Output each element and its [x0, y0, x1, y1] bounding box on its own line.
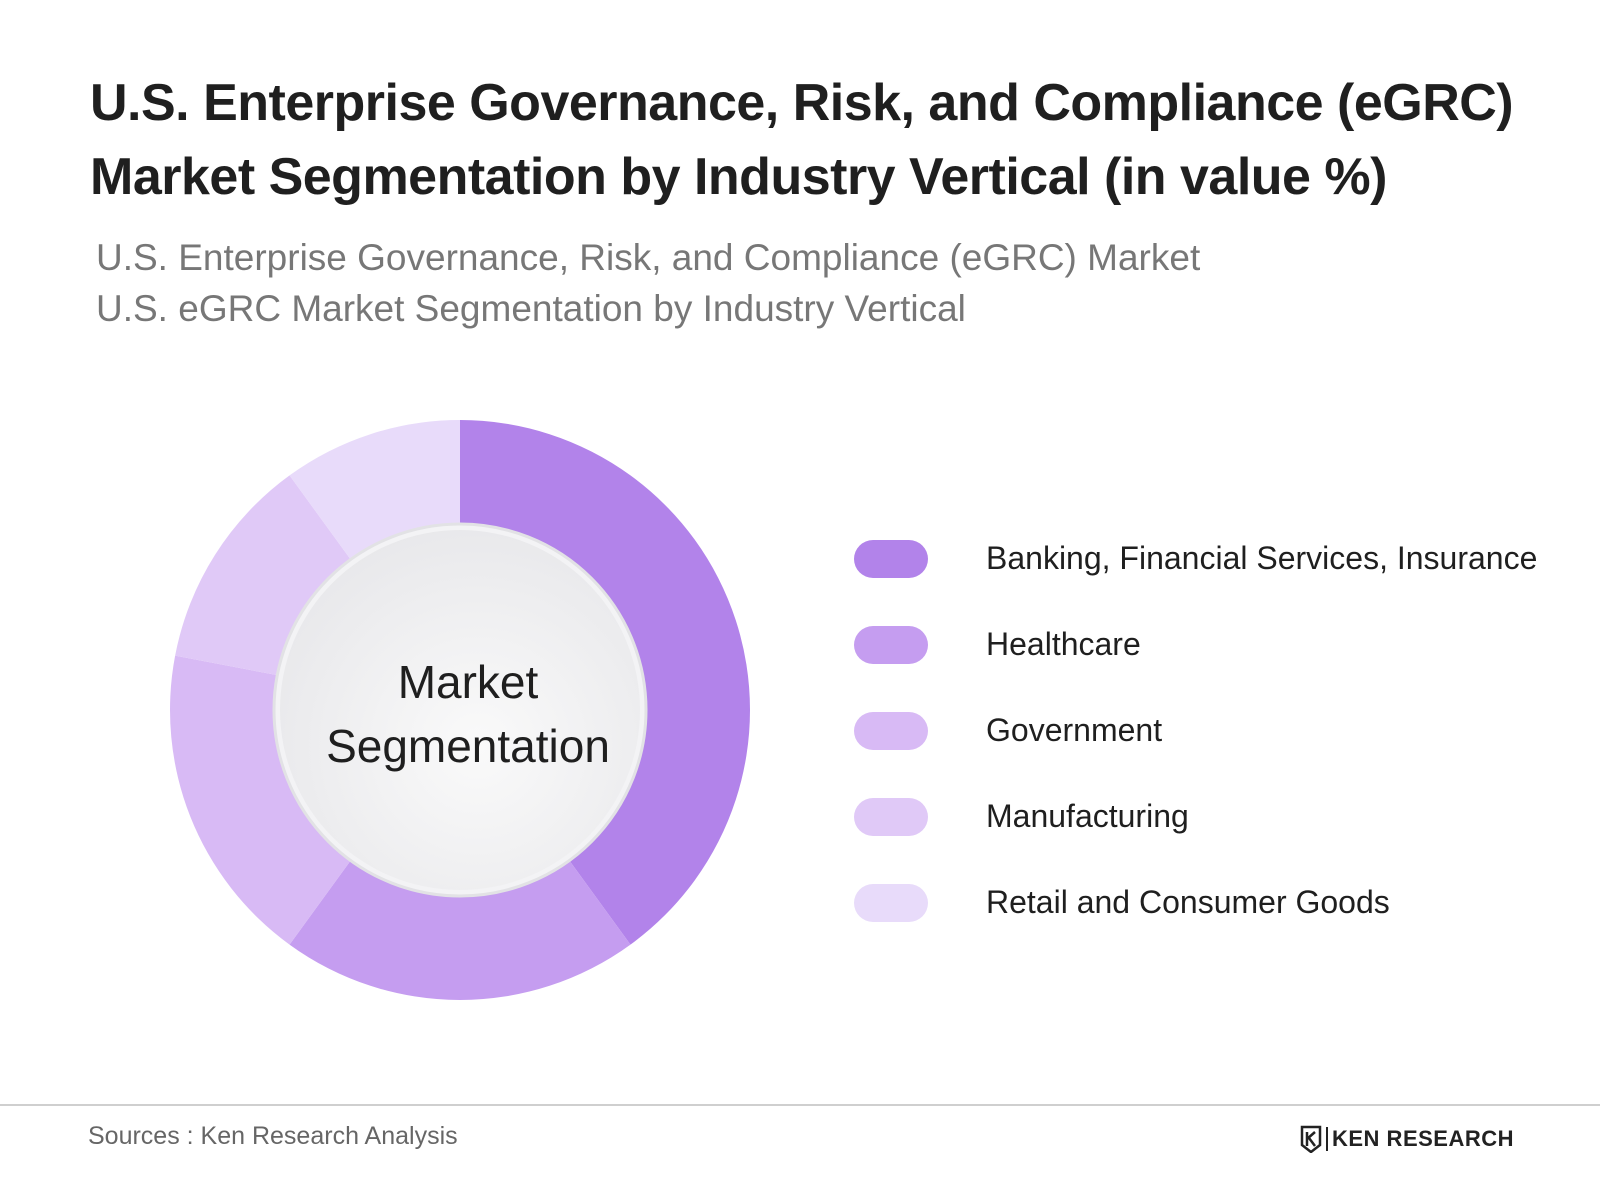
legend-item: Healthcare [854, 614, 1574, 700]
legend-swatch [854, 798, 928, 836]
legend-item: Government [854, 700, 1574, 786]
legend-swatch [854, 712, 928, 750]
donut-slices [170, 420, 750, 1001]
legend-label: Healthcare [986, 626, 1141, 662]
chart-title-line2: Market Segmentation by Industry Vertical… [90, 148, 1387, 206]
legend-item: Banking, Financial Services, Insurance [854, 528, 1574, 614]
legend: Banking, Financial Services, Insurance He… [854, 528, 1574, 958]
legend-swatch [854, 884, 928, 922]
donut-slice-4 [175, 475, 351, 676]
chart-subtitle-line2: U.S. eGRC Market Segmentation by Industr… [96, 288, 966, 329]
legend-label: Government [986, 712, 1163, 748]
brand-logo: KEN RESEARCH [1300, 1124, 1514, 1154]
legend-label: Retail and Consumer Goods [986, 884, 1390, 920]
center-label-line1: Market [397, 656, 539, 708]
chart-title: U.S. Enterprise Governance, Risk, and Co… [90, 66, 1550, 214]
legend-swatch [854, 626, 928, 664]
donut-slice-2 [289, 860, 631, 1001]
brand-name: KEN RESEARCH [1332, 1126, 1515, 1151]
legend-item: Manufacturing [854, 786, 1574, 872]
chart-subtitle: U.S. Enterprise Governance, Risk, and Co… [96, 232, 1496, 334]
legend-label: Banking, Financial Services, Insurance [986, 540, 1538, 576]
chart-subtitle-line1: U.S. Enterprise Governance, Risk, and Co… [96, 237, 1201, 278]
chart-title-line1: U.S. Enterprise Governance, Risk, and Co… [90, 74, 1514, 132]
donut-slice-1 [460, 420, 750, 945]
sources-note: Sources : Ken Research Analysis [88, 1122, 458, 1150]
donut-slice-5 [289, 420, 460, 560]
center-label-line2: Segmentation [326, 720, 610, 772]
legend-swatch [854, 540, 928, 578]
brand-separator [1326, 1127, 1328, 1151]
ken-research-logo-icon [1300, 1125, 1322, 1153]
donut-center-label: Market Segmentation [278, 650, 658, 778]
donut-center [280, 530, 640, 890]
footer-divider [0, 1104, 1600, 1106]
legend-item: Retail and Consumer Goods [854, 872, 1574, 958]
legend-label: Manufacturing [986, 798, 1189, 834]
donut-slice-3 [170, 655, 351, 945]
